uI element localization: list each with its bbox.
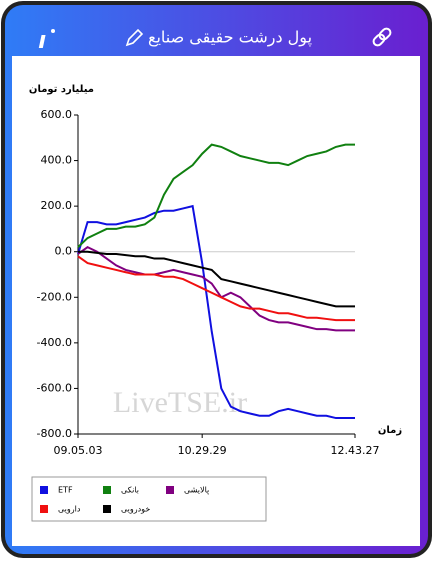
chart-title: پول درشت حقیقی صنایع [148,28,312,48]
legend-label: ETF [58,486,73,495]
y-tick-label: -200.0 [37,290,72,303]
y-tick-label: -800.0 [37,427,72,440]
y-tick-label: -600.0 [37,381,72,394]
series-line [77,246,355,332]
y-axis-label: میلیارد تومان [29,84,94,95]
legend-swatch [103,486,111,494]
y-tick-label: -400.0 [37,336,72,349]
legend-label: بانکی [121,486,139,495]
x-tick-label: 12.43.27 [331,444,380,457]
y-tick-label: 200.0 [41,199,73,212]
x-tick-label: 10.29.29 [178,444,227,457]
y-tick-label: 400.0 [41,154,73,167]
legend-box [31,476,267,522]
legend-swatch [166,486,174,494]
series-line [77,204,355,420]
x-axis-label: زمان [378,425,402,436]
legend-swatch [40,505,48,513]
legend-label: دارویی [58,505,81,514]
y-tick-label: 600.0 [41,108,73,121]
x-tick-label: 09.05.03 [54,444,103,457]
edit-icon[interactable] [125,28,144,47]
legend-swatch [40,486,48,494]
series-line [78,250,355,308]
y-tick-label: 0.0 [55,245,73,258]
watermark: LiveTSE.ir [113,386,247,419]
legend-label: پالایشی [184,486,209,495]
legend-label: خودرویی [121,505,150,514]
info-icon[interactable] [38,29,55,48]
legend-swatch [103,505,111,513]
series-line [77,255,355,322]
series-line [77,143,355,248]
link-icon[interactable] [372,27,392,47]
chart-panel [12,56,420,546]
